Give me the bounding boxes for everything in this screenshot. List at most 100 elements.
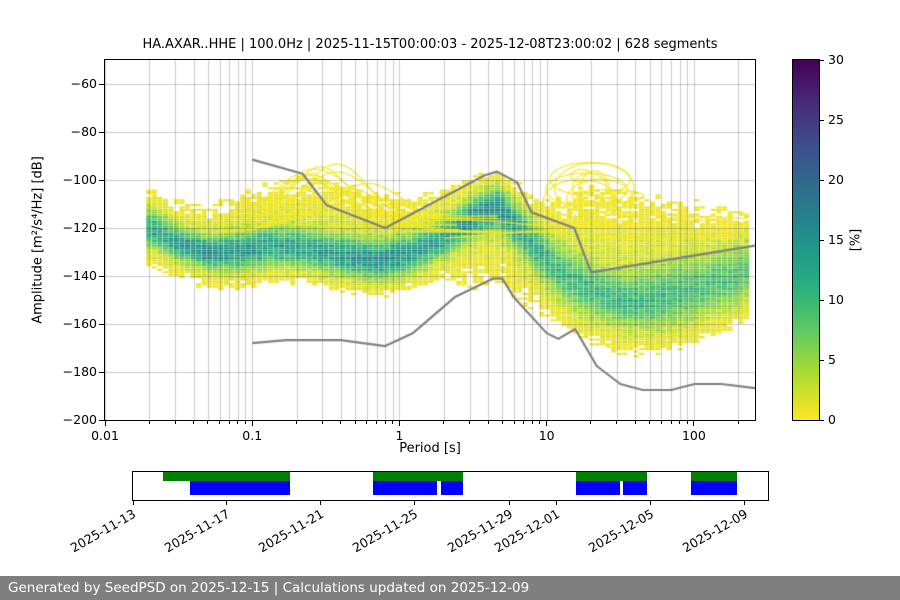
colorbar-tick-label: 30 bbox=[828, 52, 844, 67]
x-minor-tick-mark bbox=[634, 421, 636, 424]
colorbar-tick-mark bbox=[820, 419, 824, 421]
coverage-segment-blue bbox=[576, 481, 621, 495]
colorbar-tick-label: 5 bbox=[828, 352, 836, 367]
x-minor-tick-mark bbox=[340, 421, 342, 424]
y-tick-mark bbox=[99, 275, 104, 277]
coverage-segment-blue bbox=[623, 481, 648, 495]
colorbar-tick-label: 25 bbox=[828, 112, 844, 127]
coverage-segment-blue bbox=[440, 481, 464, 495]
y-tick-mark bbox=[99, 131, 104, 133]
x-tick-label: 0.1 bbox=[242, 428, 263, 443]
timeline-tick-label: 2025-12-09 bbox=[679, 506, 751, 556]
colorbar-tick-label: 10 bbox=[828, 292, 844, 307]
x-tick-mark bbox=[104, 421, 106, 426]
x-minor-tick-mark bbox=[148, 421, 150, 424]
timeline-tick-label: 2025-12-05 bbox=[585, 506, 657, 556]
colorbar-gradient bbox=[792, 59, 820, 421]
x-minor-tick-mark bbox=[501, 421, 503, 424]
x-minor-tick-mark bbox=[376, 421, 378, 424]
x-minor-tick-mark bbox=[321, 421, 323, 424]
timeline-tick-mark bbox=[556, 501, 558, 505]
x-minor-tick-mark bbox=[686, 421, 688, 424]
colorbar-tick-mark bbox=[820, 359, 824, 361]
ppsd-heatmap-canvas bbox=[105, 60, 755, 420]
timeline-tick-mark bbox=[132, 501, 134, 505]
x-minor-tick-mark bbox=[616, 421, 618, 424]
x-minor-tick-mark bbox=[660, 421, 662, 424]
coverage-segment-blue bbox=[373, 481, 438, 495]
y-tick-label: −100 bbox=[62, 172, 97, 187]
x-minor-tick-mark bbox=[392, 421, 394, 424]
x-minor-tick-mark bbox=[487, 421, 489, 424]
y-tick-label: −60 bbox=[70, 76, 97, 91]
colorbar-tick-label: 20 bbox=[828, 172, 844, 187]
timeline-tick-mark bbox=[320, 501, 322, 505]
x-minor-tick-mark bbox=[219, 421, 221, 424]
timeline-tick-label: 2025-11-17 bbox=[162, 506, 233, 556]
x-minor-tick-mark bbox=[539, 421, 541, 424]
x-minor-tick-mark bbox=[469, 421, 471, 424]
coverage-timeline-inner bbox=[133, 472, 768, 500]
timeline-tick-mark bbox=[414, 501, 416, 505]
y-tick-mark bbox=[99, 83, 104, 85]
x-minor-tick-mark bbox=[443, 421, 445, 424]
timeline-tick-mark bbox=[744, 501, 745, 505]
x-minor-tick-mark bbox=[670, 421, 672, 424]
x-tick-mark bbox=[398, 421, 400, 426]
colorbar-tick-mark bbox=[820, 299, 824, 301]
x-tick-label: 10 bbox=[538, 428, 555, 443]
status-bar: Generated by SeedPSD on 2025-12-15 | Cal… bbox=[0, 576, 900, 600]
colorbar-tick-mark bbox=[820, 239, 824, 241]
colorbar-tick-mark bbox=[820, 119, 824, 121]
timeline-tick-mark bbox=[226, 501, 228, 505]
x-minor-tick-mark bbox=[296, 421, 298, 424]
coverage-segment-green bbox=[373, 472, 464, 481]
x-tick-mark bbox=[546, 421, 548, 426]
x-minor-tick-mark bbox=[513, 421, 515, 424]
y-tick-mark bbox=[99, 227, 104, 229]
x-minor-tick-mark bbox=[174, 421, 176, 424]
y-tick-label: −80 bbox=[70, 124, 97, 139]
y-axis-label: Amplitude [m²/s⁴/Hz] [dB] bbox=[30, 156, 46, 324]
x-minor-tick-mark bbox=[679, 421, 681, 424]
x-minor-tick-mark bbox=[237, 421, 239, 424]
x-tick-mark bbox=[693, 421, 695, 426]
x-minor-tick-mark bbox=[531, 421, 533, 424]
timeline-tick-label: 2025-11-21 bbox=[256, 506, 327, 556]
coverage-segment-blue bbox=[691, 481, 737, 495]
colorbar-tick-mark bbox=[820, 59, 824, 61]
timeline-tick-mark bbox=[650, 501, 652, 505]
coverage-segment-green bbox=[691, 472, 737, 481]
x-minor-tick-mark bbox=[649, 421, 651, 424]
timeline-tick-label: 2025-11-25 bbox=[350, 506, 421, 556]
x-minor-tick-mark bbox=[244, 421, 246, 424]
y-tick-mark bbox=[99, 179, 104, 181]
x-tick-label: 100 bbox=[681, 428, 706, 443]
y-tick-label: −160 bbox=[62, 316, 97, 331]
y-tick-mark bbox=[99, 323, 104, 325]
x-minor-tick-mark bbox=[366, 421, 368, 424]
plot-area bbox=[104, 59, 756, 421]
x-minor-tick-mark bbox=[590, 421, 592, 424]
y-tick-label: −140 bbox=[62, 268, 97, 283]
y-tick-label: −180 bbox=[62, 364, 97, 379]
x-minor-tick-mark bbox=[523, 421, 525, 424]
colorbar-tick-label: 0 bbox=[828, 412, 836, 427]
coverage-timeline bbox=[132, 471, 769, 501]
y-tick-mark bbox=[99, 371, 104, 373]
colorbar-label: [%] bbox=[848, 228, 864, 252]
plot-title: HA.AXAR..HHE | 100.0Hz | 2025-11-15T00:0… bbox=[142, 37, 718, 52]
x-minor-tick-mark bbox=[228, 421, 230, 424]
y-tick-label: −200 bbox=[62, 412, 97, 427]
x-minor-tick-mark bbox=[207, 421, 209, 424]
timeline-tick-label: 2025-11-13 bbox=[68, 506, 139, 556]
x-axis-label: Period [s] bbox=[399, 441, 461, 456]
coverage-segment-green bbox=[576, 472, 648, 481]
x-tick-label: 1 bbox=[395, 428, 404, 443]
x-minor-tick-mark bbox=[193, 421, 195, 424]
x-minor-tick-mark bbox=[384, 421, 386, 424]
y-tick-label: −120 bbox=[62, 220, 97, 235]
coverage-segment-blue bbox=[190, 481, 290, 495]
y-tick-mark bbox=[99, 419, 104, 421]
